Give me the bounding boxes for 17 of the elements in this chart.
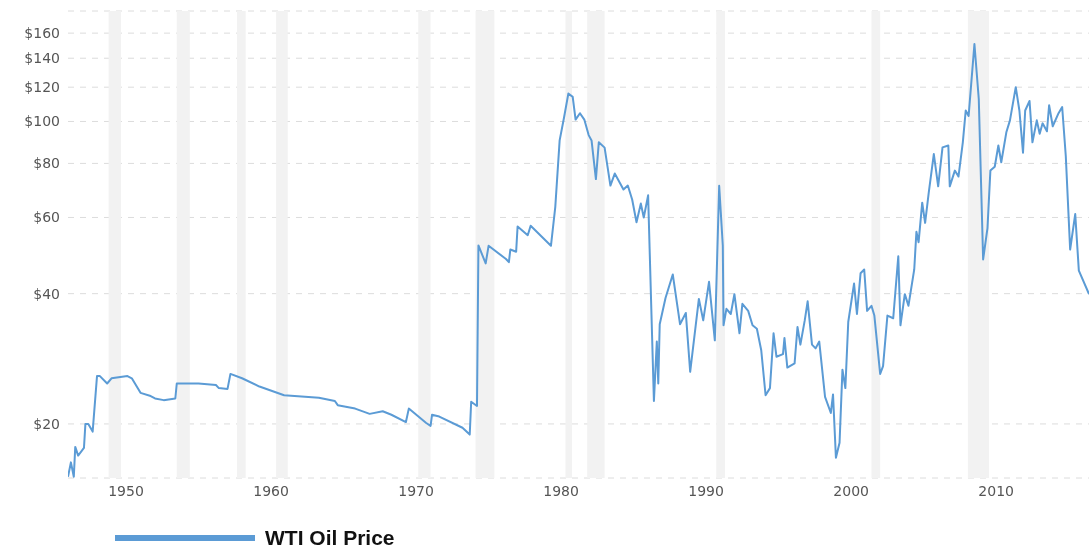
x-tick-label: 1960 <box>253 482 289 499</box>
x-tick-label: 2010 <box>978 482 1014 499</box>
x-tick-label: 1990 <box>688 482 724 499</box>
y-tick-label: $40 <box>33 285 60 302</box>
x-tick-label: 1950 <box>108 482 144 499</box>
text: WTI Oil Price <box>265 526 395 550</box>
y-tick-label: $140 <box>24 50 60 67</box>
y-tick-label: $100 <box>24 113 60 130</box>
x-tick-label: 1970 <box>398 482 434 499</box>
y-tick-label: $160 <box>24 25 60 42</box>
y-tick-label: $80 <box>33 155 60 172</box>
x-tick-label: 1980 <box>543 482 579 499</box>
y-tick-label: $120 <box>24 79 60 96</box>
y-tick-label: $20 <box>33 415 60 432</box>
x-tick-label: 2000 <box>833 482 869 499</box>
y-tick-label: $60 <box>33 209 60 226</box>
line-series <box>68 43 1089 478</box>
